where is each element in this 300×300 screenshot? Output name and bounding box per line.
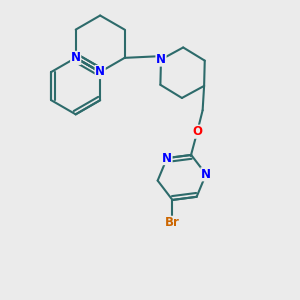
Text: N: N [162, 152, 172, 165]
Text: N: N [95, 65, 105, 79]
Text: O: O [192, 125, 202, 138]
Text: N: N [71, 51, 81, 64]
Text: N: N [156, 53, 166, 66]
Text: Br: Br [165, 216, 180, 229]
Text: N: N [201, 168, 211, 181]
